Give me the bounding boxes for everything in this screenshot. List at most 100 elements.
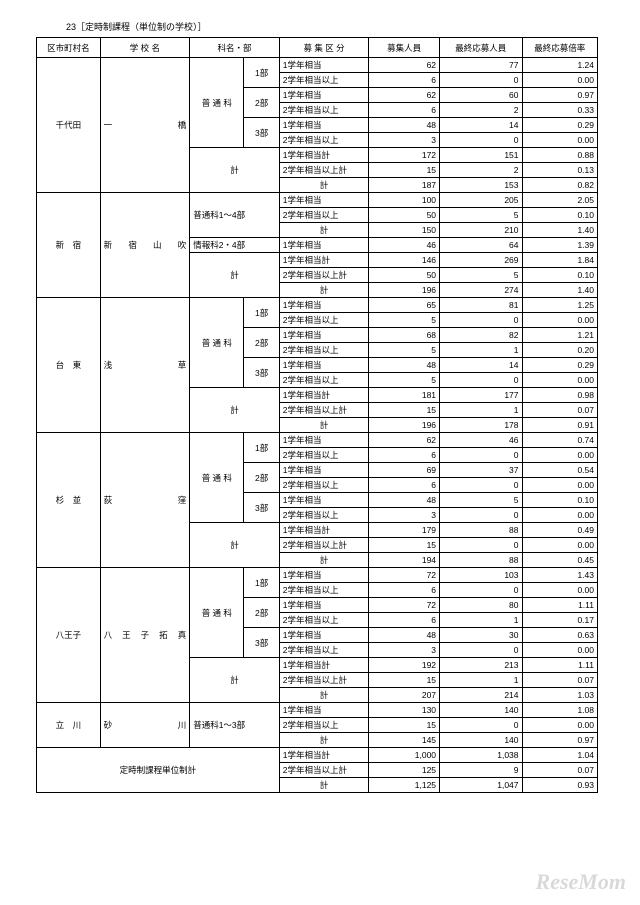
cell: 68 [369,328,440,343]
cell: 普 通 科 [190,433,244,523]
cell: 192 [369,658,440,673]
cell: 0 [440,508,522,523]
cell: 207 [369,688,440,703]
cell: 杉 並 [37,433,101,568]
cell: 151 [440,148,522,163]
cell: 1.25 [522,298,597,313]
cell: 62 [369,433,440,448]
cell: 1,125 [369,778,440,793]
cell: 2 [440,163,522,178]
cell: 0 [440,643,522,658]
cell: 計 [190,253,280,298]
cell: 0.13 [522,163,597,178]
cell: 0 [440,478,522,493]
cell: 172 [369,148,440,163]
cell: 181 [369,388,440,403]
cell: 1学年相当 [279,358,369,373]
cell: 2学年相当以上 [279,133,369,148]
cell: 88 [440,553,522,568]
cell: 0.74 [522,433,597,448]
cell: 計 [279,688,369,703]
cell: 1.11 [522,598,597,613]
cell: 0.10 [522,493,597,508]
page-caption: 23［定時制課程（単位制の学校）］ [66,20,612,33]
cell: 6 [369,103,440,118]
cell: 125 [369,763,440,778]
cell: 2学年相当以上 [279,508,369,523]
cell: 立 川 [37,703,101,748]
cell: 1学年相当 [279,433,369,448]
cell: 2学年相当以上 [279,343,369,358]
cell: 計 [279,778,369,793]
cell: 砂 川 [100,703,190,748]
cell: 1学年相当 [279,463,369,478]
cell: 1学年相当 [279,193,369,208]
cell: 0 [440,538,522,553]
cell: 179 [369,523,440,538]
cell: 3部 [244,628,279,658]
cell: 1 [440,613,522,628]
cell: 205 [440,193,522,208]
cell: 1部 [244,298,279,328]
cell: 0 [440,133,522,148]
cell: 計 [279,418,369,433]
cell: 0 [440,73,522,88]
cell: 普 通 科 [190,58,244,148]
cell: 計 [279,178,369,193]
cell: 0.97 [522,733,597,748]
cell: 48 [369,358,440,373]
cell: 0.98 [522,388,597,403]
cell: 2学年相当以上計 [279,763,369,778]
cell: 6 [369,478,440,493]
cell: 1,000 [369,748,440,763]
cell: 0.00 [522,73,597,88]
cell: 15 [369,403,440,418]
cell: 1.08 [522,703,597,718]
cell: 5 [440,493,522,508]
cell: 1.84 [522,253,597,268]
cell: 2学年相当以上計 [279,163,369,178]
cell: 2学年相当以上計 [279,673,369,688]
cell: 30 [440,628,522,643]
cell: 計 [190,658,280,703]
main-table: 区市町村名 学 校 名 科名・部 募 集 区 分 募集人員 最終応募人員 最終応… [36,37,598,793]
cell: 浅 草 [100,298,190,433]
cell: 1.11 [522,658,597,673]
cell: 0.00 [522,313,597,328]
cell: 2.05 [522,193,597,208]
cell: 0.54 [522,463,597,478]
cell: 0.45 [522,553,597,568]
cell: 1.43 [522,568,597,583]
cell: 196 [369,418,440,433]
cell: 14 [440,118,522,133]
cell: 情報科2・4部 [190,238,280,253]
cell: 0.63 [522,628,597,643]
cell: 1,038 [440,748,522,763]
cell: 6 [369,73,440,88]
cell: 2学年相当以上 [279,73,369,88]
cell: 1学年相当 [279,493,369,508]
cell: 1部 [244,568,279,598]
cell: 新 宿 [37,193,101,298]
cell: 6 [369,448,440,463]
cell: 1 [440,403,522,418]
cell: 1学年相当 [279,118,369,133]
cell: 46 [369,238,440,253]
cell: 177 [440,388,522,403]
cell: 0 [440,718,522,733]
cell: 計 [279,553,369,568]
cell: 5 [369,343,440,358]
cell: 187 [369,178,440,193]
cell: 2学年相当以上 [279,718,369,733]
cell: 196 [369,283,440,298]
cell: 2学年相当以上 [279,313,369,328]
cell: 2学年相当以上 [279,103,369,118]
cell: 普 通 科 [190,568,244,658]
cell: 1.40 [522,223,597,238]
cell: 2学年相当以上 [279,478,369,493]
cell: 64 [440,238,522,253]
cell: 3部 [244,493,279,523]
cell: 1 [440,343,522,358]
cell: 0.10 [522,268,597,283]
cell: 48 [369,628,440,643]
